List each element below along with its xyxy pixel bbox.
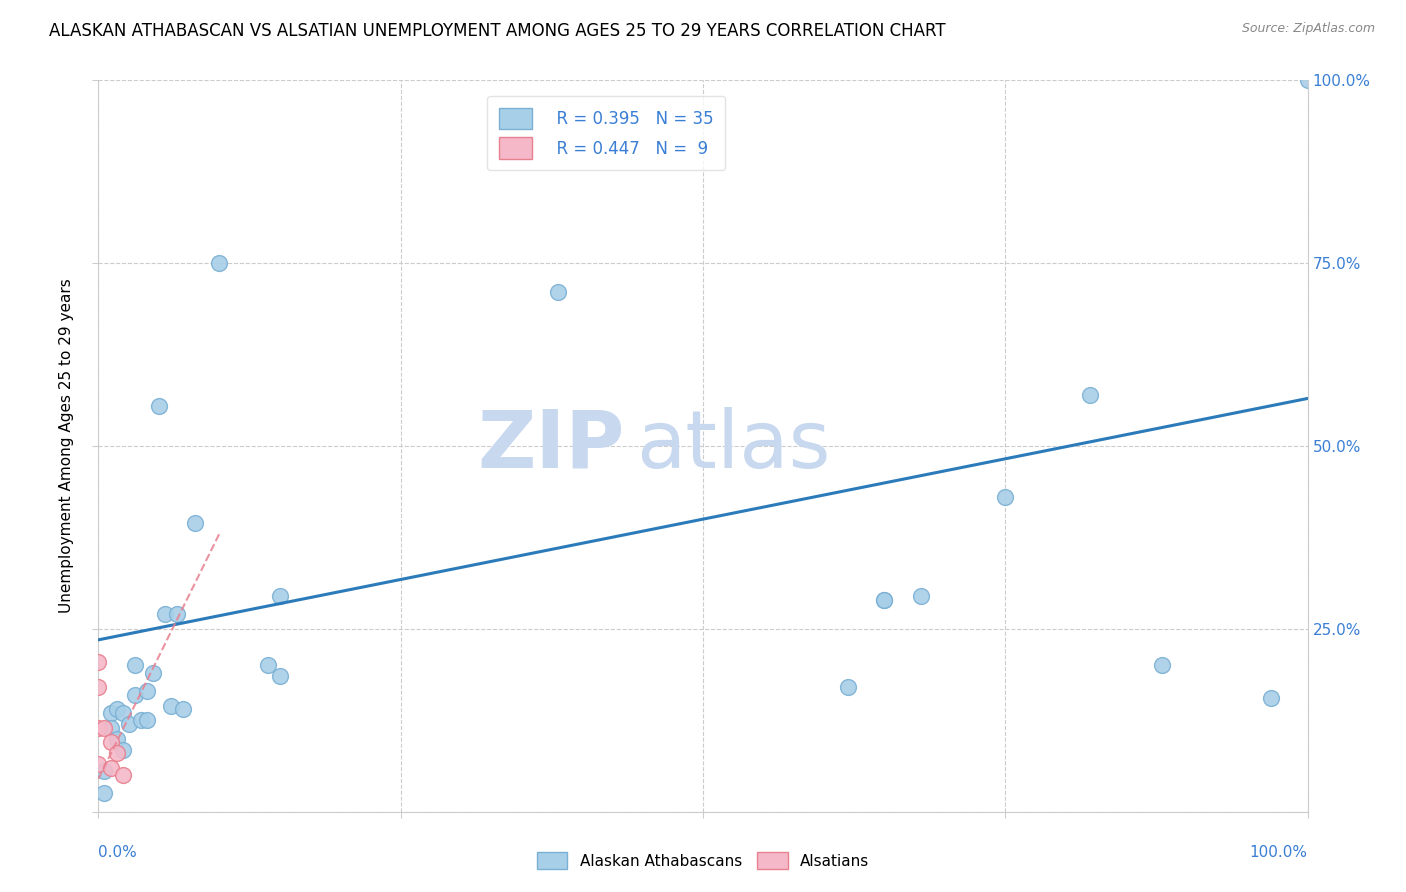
Point [100, 735, 122, 749]
Point [910, 589, 932, 603]
Point [1260, 691, 1282, 706]
Point [1152, 658, 1174, 673]
Text: 100.0%: 100.0% [1250, 845, 1308, 860]
Point [87, 757, 110, 772]
Text: ALASKAN ATHABASCAN VS ALSATIAN UNEMPLOYMENT AMONG AGES 25 TO 29 YEARS CORRELATIO: ALASKAN ATHABASCAN VS ALSATIAN UNEMPLOYM… [49, 22, 946, 40]
Text: atlas: atlas [637, 407, 831, 485]
Point [148, 399, 170, 413]
Point [142, 665, 165, 680]
Text: Source: ZipAtlas.com: Source: ZipAtlas.com [1241, 22, 1375, 36]
Text: 0.0%: 0.0% [98, 845, 138, 860]
Point [111, 768, 134, 782]
Point [105, 746, 128, 760]
Point [100, 706, 122, 720]
Point [873, 592, 896, 607]
Point [100, 761, 122, 775]
Point [118, 717, 141, 731]
Point [172, 702, 194, 716]
Point [87, 721, 110, 735]
Point [166, 607, 188, 622]
Point [269, 669, 291, 683]
Point [135, 714, 157, 728]
Point [87, 655, 110, 669]
Point [93, 721, 115, 735]
Point [256, 658, 278, 673]
Legend:   R = 0.395   N = 35,   R = 0.447   N =  9: R = 0.395 N = 35, R = 0.447 N = 9 [488, 96, 725, 170]
Point [837, 681, 859, 695]
Legend: Alaskan Athabascans, Alsatians: Alaskan Athabascans, Alsatians [530, 846, 876, 875]
Point [100, 721, 122, 735]
Point [111, 706, 134, 720]
Point [111, 742, 134, 756]
Point [160, 698, 183, 713]
Point [87, 681, 110, 695]
Point [994, 490, 1017, 504]
Point [184, 516, 207, 530]
Point [873, 592, 896, 607]
Point [1078, 388, 1101, 402]
Point [153, 607, 176, 622]
Point [105, 731, 128, 746]
Y-axis label: Unemployment Among Ages 25 to 29 years: Unemployment Among Ages 25 to 29 years [59, 278, 75, 614]
Point [135, 684, 157, 698]
Point [105, 702, 128, 716]
Text: ZIP: ZIP [477, 407, 624, 485]
Point [269, 589, 291, 603]
Point [547, 285, 569, 300]
Point [129, 714, 152, 728]
Point [93, 764, 115, 779]
Point [208, 256, 231, 270]
Point [124, 658, 146, 673]
Point [93, 787, 115, 801]
Point [124, 688, 146, 702]
Point [1296, 73, 1319, 87]
